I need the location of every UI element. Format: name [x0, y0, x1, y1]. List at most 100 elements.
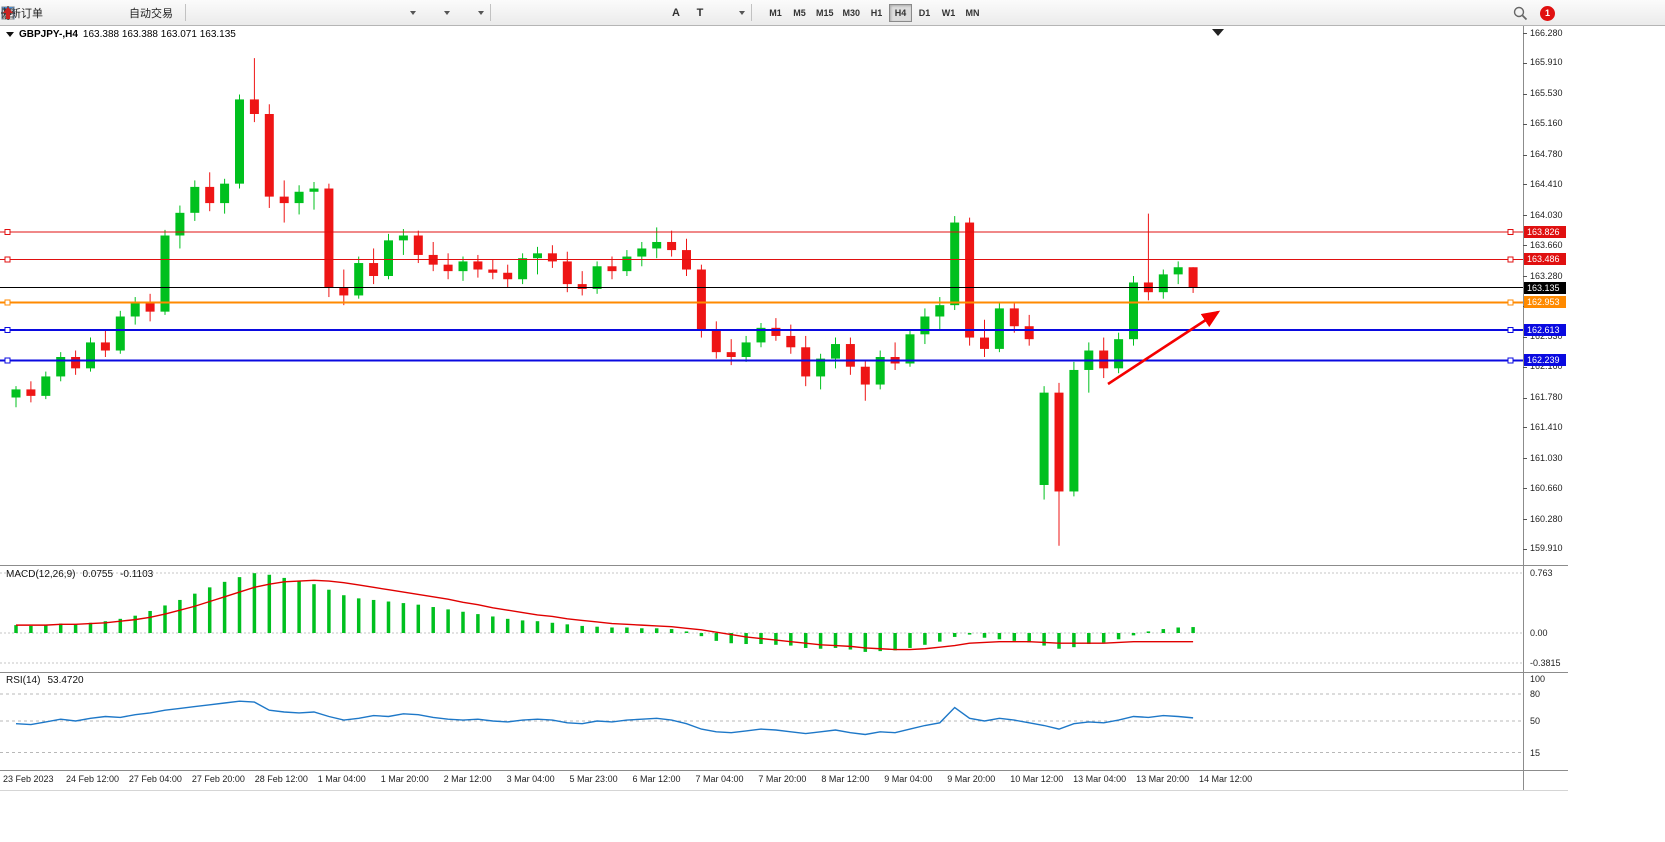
timeframe-m30-button[interactable]: M30 [839, 4, 865, 22]
macd-signal-value: -0.1103 [120, 569, 154, 580]
auto-trading-button[interactable]: 自动交易 [2, 3, 179, 23]
bar-chart-icon[interactable] [3, 3, 214, 23]
date-label: 3 Mar 04:00 [506, 774, 555, 784]
price-tick-mark [1523, 93, 1527, 95]
rsi-panel-separator[interactable] [0, 672, 1568, 673]
timeframe-d1-button[interactable]: D1 [913, 4, 936, 22]
templates-dropdown-chevron[interactable] [478, 10, 484, 15]
ohlc-readout: 163.388 163.388 163.071 163.135 [82, 29, 236, 40]
chart-collapse-icon[interactable] [6, 32, 14, 37]
date-label: 5 Mar 23:00 [569, 774, 618, 784]
date-label: 2 Mar 12:00 [443, 774, 492, 784]
macd-header: MACD(12,26,9) 0.0755 -0.1103 [6, 569, 153, 580]
timeframe-toolbar: M1 M5 M15 M30 H1 H4 D1 W1 MN [764, 3, 984, 22]
new-order-label: 新订单 [10, 7, 43, 20]
horizontal-level-lines[interactable] [0, 228, 1523, 364]
line-chart-icon[interactable] [1, 3, 262, 23]
price-tick-label: 163.280 [1530, 270, 1563, 281]
toolbar-separator [490, 4, 491, 21]
price-axis[interactable]: 166.280 165.910 165.530 165.160 164.780 164.4… [1523, 0, 1568, 842]
candlestick-chart-icon[interactable] [3, 3, 238, 23]
date-label: 27 Feb 04:00 [128, 774, 182, 784]
date-label: 6 Mar 12:00 [632, 774, 681, 784]
level-price-label: 162.239 [1524, 354, 1566, 367]
text-tool-glyph: A [672, 6, 680, 19]
price-tick-mark [1523, 488, 1527, 490]
symbol-label: GBPJPY-,H4 [19, 29, 78, 40]
macd-scale-label: -0.3815 [1530, 658, 1561, 669]
level-price-label: 163.826 [1524, 225, 1566, 238]
timeframe-h4-button[interactable]: H4 [889, 3, 913, 22]
horizontal-line-icon[interactable] [2, 3, 591, 23]
periods-button[interactable] [1, 3, 440, 23]
toolbar-right-cluster: 1 [1512, 3, 1555, 23]
price-tick-mark [1523, 245, 1527, 247]
fibonacci-icon[interactable] [2, 3, 663, 23]
tile-windows-icon[interactable] [1, 3, 334, 23]
price-tick-mark [1523, 184, 1527, 186]
periods-dropdown-chevron[interactable] [444, 10, 450, 15]
label-tool-icon[interactable]: T [689, 3, 711, 23]
price-tick-label: 159.910 [1530, 543, 1563, 554]
price-tick-label: 160.280 [1530, 513, 1563, 524]
vertical-line-icon[interactable] [7, 3, 567, 23]
price-tick-label: 164.030 [1530, 209, 1563, 220]
price-tick-mark [1523, 427, 1527, 429]
text-tool-icon[interactable]: A [665, 3, 687, 23]
macd-panel-separator[interactable] [0, 565, 1568, 566]
timeframe-mn-button[interactable]: MN [961, 4, 984, 22]
zoom-out-icon[interactable] [1, 3, 310, 23]
arrows-tool-icon[interactable] [3, 3, 735, 23]
date-label: 23 Feb 2023 [3, 774, 54, 784]
label-tool-glyph: T [696, 6, 704, 19]
cursor-icon[interactable] [4, 3, 519, 23]
date-label: 9 Mar 04:00 [884, 774, 933, 784]
channel-icon[interactable] [1, 3, 639, 23]
macd-canvas[interactable] [0, 566, 1523, 673]
time-axis[interactable]: 23 Feb 2023 24 Feb 12:00 27 Feb 04:00 27 Fe… [0, 771, 1523, 790]
macd-scale-label: 0.00 [1530, 628, 1548, 638]
tile-vertical-icon[interactable] [1, 3, 382, 23]
auto-trading-label: 自动交易 [129, 7, 173, 20]
indicator-dropdown-chevron[interactable] [410, 10, 416, 15]
timeframe-m5-button[interactable]: M5 [788, 4, 811, 22]
price-tick-mark [1523, 458, 1527, 460]
price-chart-canvas[interactable] [0, 26, 1523, 566]
date-label: 13 Mar 04:00 [1073, 774, 1127, 784]
trendline-icon[interactable] [2, 3, 615, 23]
date-label: 13 Mar 20:00 [1136, 774, 1190, 784]
rsi-canvas[interactable] [0, 673, 1523, 771]
rsi-header: RSI(14) 53.4720 [6, 675, 84, 686]
search-icon[interactable] [1512, 3, 1534, 23]
macd-name: MACD(12,26,9) [6, 569, 76, 580]
templates-button[interactable] [2, 3, 474, 23]
trend-arrow-annotation[interactable] [1107, 310, 1221, 386]
price-tick-mark [1523, 215, 1527, 217]
crosshair-icon[interactable] [1, 3, 543, 23]
timeframe-h1-button[interactable]: H1 [865, 4, 888, 22]
price-tick-label: 164.780 [1530, 149, 1563, 159]
arrows-dropdown-chevron[interactable] [739, 10, 745, 15]
timeframe-m1-button[interactable]: M1 [764, 4, 787, 22]
metaeditor-icon[interactable] [1, 3, 73, 23]
cascade-windows-icon[interactable] [1, 3, 358, 23]
date-label: 24 Feb 12:00 [65, 774, 119, 784]
date-label: 10 Mar 12:00 [1010, 774, 1064, 784]
date-label: 7 Mar 04:00 [695, 774, 744, 784]
bar-shift-marker-icon[interactable] [1212, 29, 1224, 36]
price-tick-mark [1523, 336, 1527, 338]
notification-badge[interactable]: 1 [1540, 5, 1555, 21]
add-indicator-button[interactable] [2, 3, 406, 23]
timeframe-w1-button[interactable]: W1 [937, 4, 960, 22]
level-price-label: 162.953 [1524, 296, 1566, 309]
zoom-in-icon[interactable] [1, 3, 286, 23]
strategy-tester-icon[interactable] [2, 3, 121, 23]
rsi-line [15, 700, 1194, 736]
price-tick-mark [1523, 123, 1527, 125]
timeframe-m15-button[interactable]: M15 [812, 4, 838, 22]
price-tick-label: 166.280 [1530, 27, 1563, 38]
new-order-button[interactable]: 新订单 [4, 3, 49, 23]
rsi-scale-label: 50 [1530, 716, 1541, 726]
market-watch-icon[interactable] [1, 3, 97, 23]
price-tick-mark [1523, 519, 1527, 520]
